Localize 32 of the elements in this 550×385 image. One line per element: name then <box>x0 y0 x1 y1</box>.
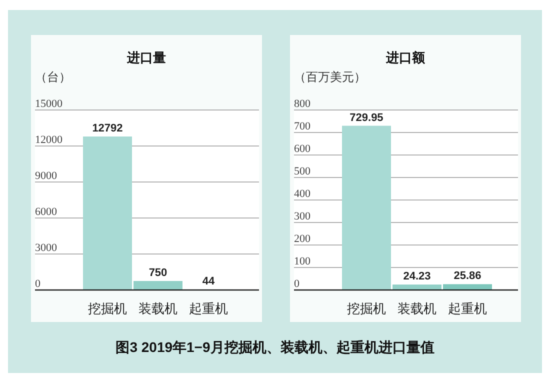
y-tick-label: 800 <box>294 98 311 110</box>
y-tick-label: 100 <box>294 256 311 268</box>
y-tick-label: 0 <box>294 278 300 290</box>
y-tick-label: 700 <box>294 120 311 132</box>
y-tick-label: 400 <box>294 188 311 200</box>
y-tick-label: 15000 <box>35 98 63 110</box>
y-tick-label: 6000 <box>35 206 58 218</box>
y-tick-label: 3000 <box>35 242 58 254</box>
x-tick-label: 起重机 <box>448 301 488 316</box>
data-label: 24.23 <box>403 270 431 283</box>
data-label: 750 <box>148 267 168 279</box>
x-tick-label: 挖掘机 <box>346 301 386 316</box>
data-label: 12792 <box>92 122 123 134</box>
x-tick-label: 装载机 <box>398 301 436 316</box>
x-tick-label: 起重机 <box>189 301 228 316</box>
y-tick-label: 0 <box>35 278 41 290</box>
y-tick-label: 600 <box>294 143 311 155</box>
y-tick-label: 12000 <box>35 134 63 146</box>
data-label: 44 <box>202 275 216 288</box>
caption: 图3 2019年1−9月挖掘机、装载机、起重机进口量值 <box>116 339 434 355</box>
y-axis-title: （台） <box>35 70 71 84</box>
x-tick-label: 装载机 <box>138 301 178 316</box>
data-label: 25.86 <box>454 270 482 282</box>
y-tick-label: 300 <box>294 210 311 222</box>
y-tick-label: 500 <box>294 166 311 178</box>
chart-title: 进口额 <box>385 50 426 65</box>
y-tick-label: 200 <box>294 233 311 245</box>
y-tick-label: 9000 <box>35 170 58 182</box>
y-axis-title: （百万美元） <box>294 70 366 84</box>
data-label: 729.95 <box>350 112 384 124</box>
x-tick-label: 挖掘机 <box>88 301 127 316</box>
chart-title: 进口量 <box>126 50 166 65</box>
